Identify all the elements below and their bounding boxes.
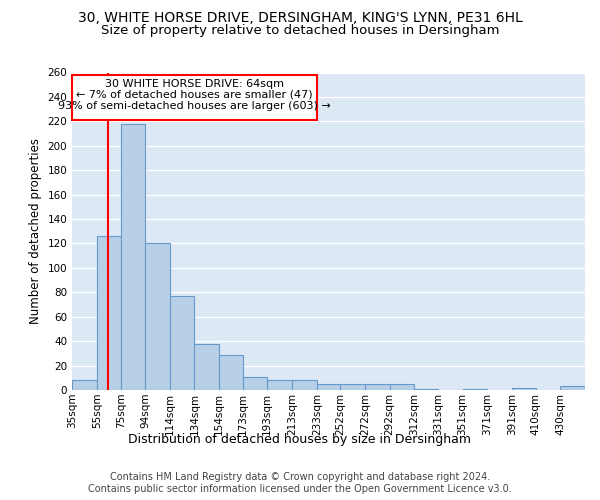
Bar	[121, 124, 145, 390]
Y-axis label: Number of detached properties: Number of detached properties	[29, 138, 42, 324]
FancyBboxPatch shape	[72, 75, 317, 120]
Bar	[268, 380, 292, 390]
Bar	[415, 389, 438, 390]
Bar	[170, 296, 194, 390]
Text: Size of property relative to detached houses in Dersingham: Size of property relative to detached ho…	[101, 24, 499, 37]
Text: ← 7% of detached houses are smaller (47): ← 7% of detached houses are smaller (47)	[76, 90, 313, 100]
Text: Distribution of detached houses by size in Dersingham: Distribution of detached houses by size …	[128, 432, 472, 446]
Bar	[242, 376, 268, 390]
Text: 30, WHITE HORSE DRIVE, DERSINGHAM, KING'S LYNN, PE31 6HL: 30, WHITE HORSE DRIVE, DERSINGHAM, KING'…	[77, 11, 523, 25]
Bar	[292, 380, 317, 390]
Bar	[219, 354, 242, 390]
Text: 30 WHITE HORSE DRIVE: 64sqm: 30 WHITE HORSE DRIVE: 64sqm	[105, 78, 284, 88]
Bar	[463, 389, 487, 390]
Text: Contains HM Land Registry data © Crown copyright and database right 2024.: Contains HM Land Registry data © Crown c…	[110, 472, 490, 482]
Bar	[560, 386, 585, 390]
Bar	[97, 236, 121, 390]
Bar	[512, 388, 536, 390]
Bar	[72, 380, 97, 390]
Text: 93% of semi-detached houses are larger (603) →: 93% of semi-detached houses are larger (…	[58, 100, 331, 110]
Bar	[145, 244, 170, 390]
Bar	[340, 384, 365, 390]
Bar	[365, 384, 389, 390]
Bar	[317, 384, 340, 390]
Bar	[389, 384, 415, 390]
Bar	[194, 344, 219, 390]
Text: Contains public sector information licensed under the Open Government Licence v3: Contains public sector information licen…	[88, 484, 512, 494]
